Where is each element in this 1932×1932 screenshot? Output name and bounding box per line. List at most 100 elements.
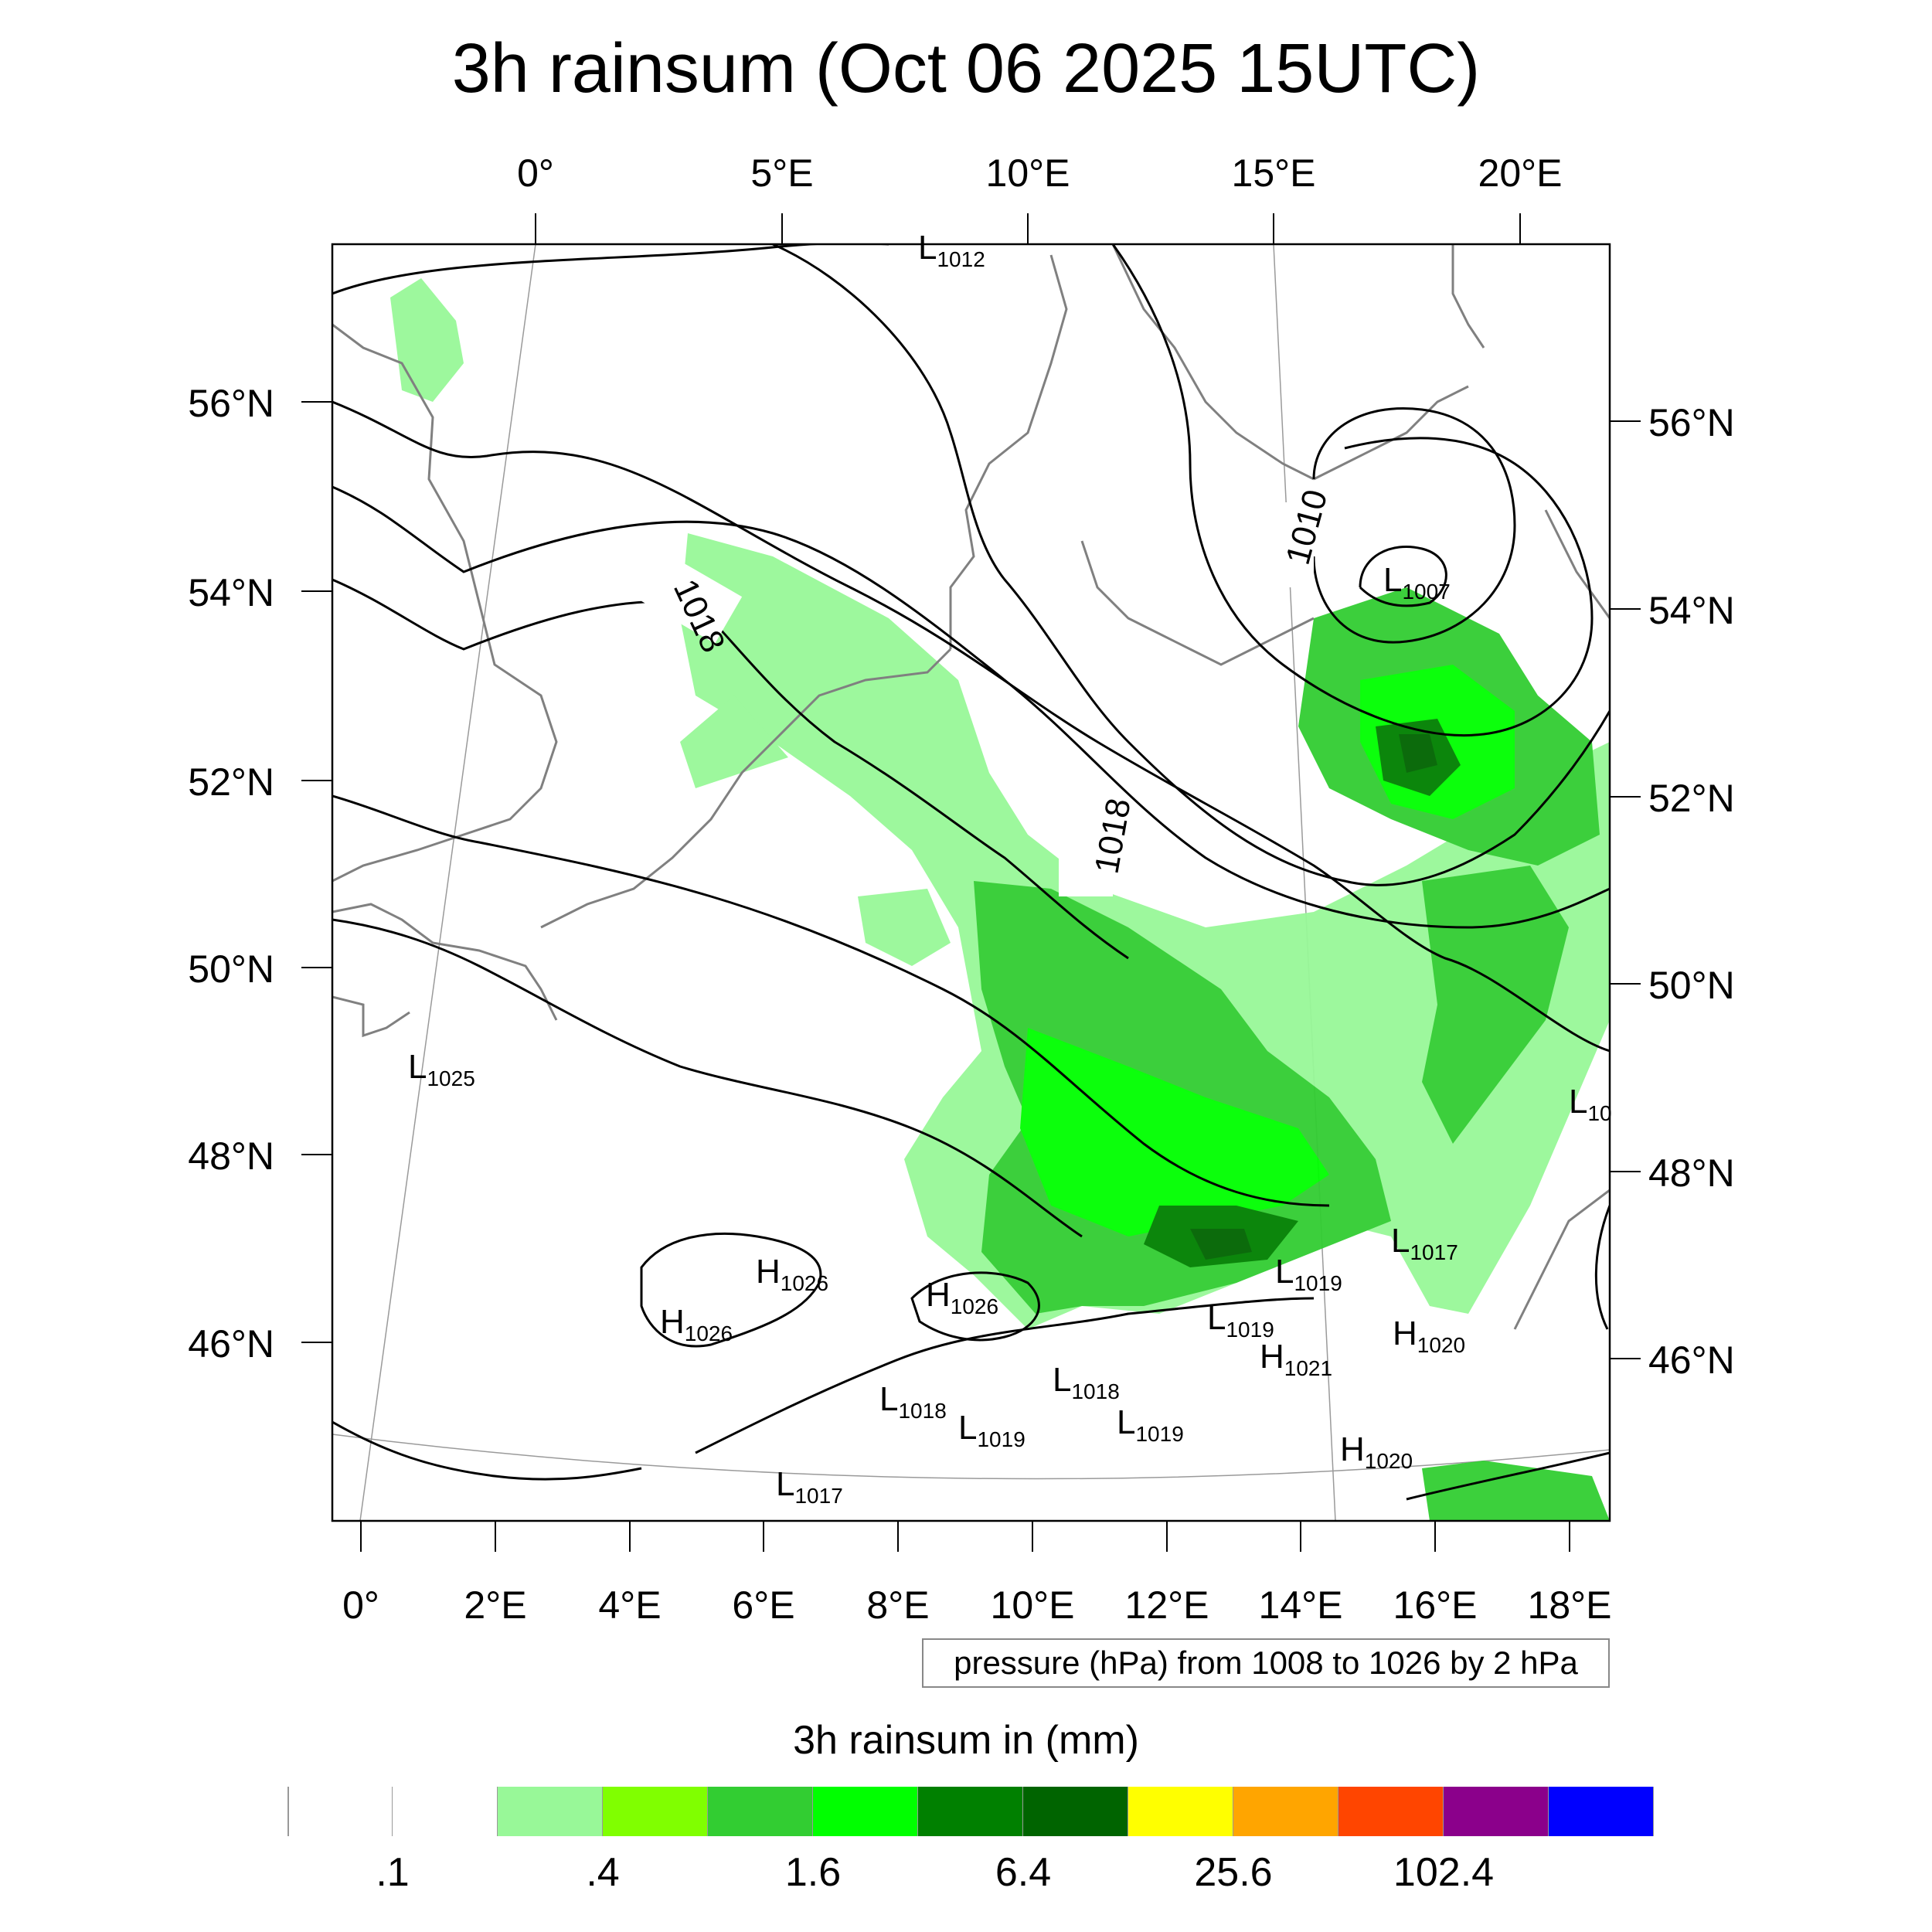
lon-label-top: 5°E (750, 151, 814, 195)
isobar-line (332, 794, 1330, 1207)
lon-label-bottom: 14°E (1258, 1583, 1343, 1627)
colorbar-swatch (813, 1787, 918, 1836)
colorbar (287, 1787, 1654, 1836)
pressure-center: H1020 (1340, 1430, 1413, 1473)
lon-label-bottom: 12°E (1124, 1583, 1209, 1627)
pressure-center: H1026 (926, 1276, 998, 1318)
pressure-center: L1018 (1053, 1361, 1120, 1403)
pressure-centers: L1012 L1007 L1025 L10 L1017 L1019 L1019 … (408, 229, 1612, 1508)
isobars (332, 244, 1610, 1501)
pressure-center: L1019 (1117, 1403, 1184, 1446)
lon-label-bottom: 0° (342, 1583, 379, 1627)
isobar-line (332, 578, 1129, 960)
lon-label-top: 15°E (1231, 151, 1316, 195)
isobar-line (332, 1420, 642, 1481)
isobar-line (640, 1232, 822, 1348)
lat-label-right: 50°N (1648, 964, 1735, 1007)
colorbar-tick-label: .4 (586, 1850, 620, 1895)
pressure-center: L10 (1569, 1083, 1612, 1125)
pressure-center: L1007 (1383, 561, 1451, 604)
lon-label-bottom: 4°E (598, 1583, 662, 1627)
lat-label-right: 46°N (1648, 1338, 1735, 1382)
pressure-center: H1026 (660, 1303, 733, 1345)
colorbar-tick-label: 102.4 (1393, 1850, 1495, 1895)
pressure-center: L1019 (958, 1409, 1026, 1451)
lon-label-bottom: 10°E (990, 1583, 1075, 1627)
map-title: 3h rainsum (Oct 06 2025 15UTC) (451, 30, 1481, 107)
lat-label-right: 56°N (1648, 401, 1735, 444)
rain-area-light-be (858, 889, 951, 966)
isobar-line (1312, 407, 1516, 644)
colorbar-swatch (393, 1787, 498, 1836)
pressure-center: L1012 (918, 229, 985, 271)
rain-area-se (1422, 1461, 1610, 1521)
contour-info-box: pressure (hPa) from 1008 to 1026 by 2 hP… (922, 1638, 1610, 1688)
lat-label-right: 52°N (1648, 777, 1735, 820)
rain-area-light (680, 533, 1610, 1329)
lon-label-top: 0° (517, 151, 554, 195)
lat-label-left: 54°N (188, 571, 274, 614)
pressure-center: H1026 (756, 1253, 828, 1295)
pressure-center: H1021 (1260, 1338, 1332, 1380)
colorbar-tick-label: .1 (376, 1850, 410, 1895)
lat-label-left: 46°N (188, 1322, 274, 1366)
lat-label-left: 48°N (188, 1134, 274, 1178)
lon-label-top: 10°E (985, 151, 1070, 195)
colorbar-swatch (708, 1787, 813, 1836)
isobar-line (1594, 1205, 1610, 1330)
lat-label-left: 52°N (188, 760, 274, 804)
isobar-line (332, 485, 1610, 929)
isobar-line (1359, 545, 1447, 607)
colorbar-swatch (918, 1787, 1023, 1836)
isobar-line (772, 244, 1610, 886)
rain-area-darkest-pl (1399, 734, 1437, 773)
pressure-center: L1025 (408, 1048, 475, 1090)
isobar-line (332, 918, 1083, 1238)
isobar-line (910, 1271, 1040, 1342)
colorbar-title: 3h rainsum in (mm) (793, 1718, 1139, 1763)
colorbar-tick-label: 6.4 (995, 1850, 1052, 1895)
colorbar-tick-label: 25.6 (1194, 1850, 1273, 1895)
colorbar-swatch (1023, 1787, 1128, 1836)
pressure-center: L1017 (1391, 1222, 1458, 1264)
colorbar-swatch (498, 1787, 603, 1836)
lat-label-right: 54°N (1648, 589, 1735, 632)
rain-area-darkest (1190, 1229, 1252, 1260)
plot-frame (331, 243, 1611, 1522)
rain-area-med-east (1422, 866, 1569, 1144)
tick-marks (301, 213, 1641, 1552)
colorbar-tick-label: 1.6 (784, 1850, 842, 1895)
lat-label-left: 56°N (188, 382, 274, 425)
colorbar-swatch (287, 1787, 393, 1836)
lon-label-bottom: 6°E (732, 1583, 795, 1627)
colorbar-swatch (1549, 1787, 1654, 1836)
colorbar-swatch (1444, 1787, 1549, 1836)
isobar-line (332, 400, 1610, 1053)
rain-area-light-scot (390, 278, 464, 402)
pressure-center: L1019 (1275, 1253, 1342, 1295)
colorbar-swatch (603, 1787, 708, 1836)
lon-label-bottom: 16°E (1393, 1583, 1478, 1627)
isobar-line (332, 244, 889, 295)
isobar-line (1111, 244, 1594, 737)
pressure-center: L1017 (776, 1465, 843, 1508)
colorbar-swatch (1128, 1787, 1233, 1836)
lon-label-bottom: 8°E (866, 1583, 930, 1627)
isobar-label: 1018 (1087, 795, 1138, 876)
pressure-center: L1019 (1207, 1299, 1274, 1342)
precipitation-layer (390, 278, 1610, 1521)
lon-label-bottom: 2°E (464, 1583, 527, 1627)
lat-label-right: 48°N (1648, 1151, 1735, 1195)
colorbar-swatch (1338, 1787, 1444, 1836)
lon-label-top: 20°E (1478, 151, 1563, 195)
pressure-center: H1020 (1393, 1315, 1465, 1357)
lon-label-bottom: 18°E (1527, 1583, 1612, 1627)
colorbar-swatch (1233, 1787, 1338, 1836)
graticule (332, 244, 1610, 1521)
isobar-line (695, 1297, 1315, 1454)
lat-label-left: 50°N (188, 947, 274, 991)
rain-area-bright (1020, 1028, 1329, 1236)
isobar-label: 1010 (1279, 486, 1335, 569)
isobar-label-group: 1018 1018 1010 (641, 486, 1335, 896)
